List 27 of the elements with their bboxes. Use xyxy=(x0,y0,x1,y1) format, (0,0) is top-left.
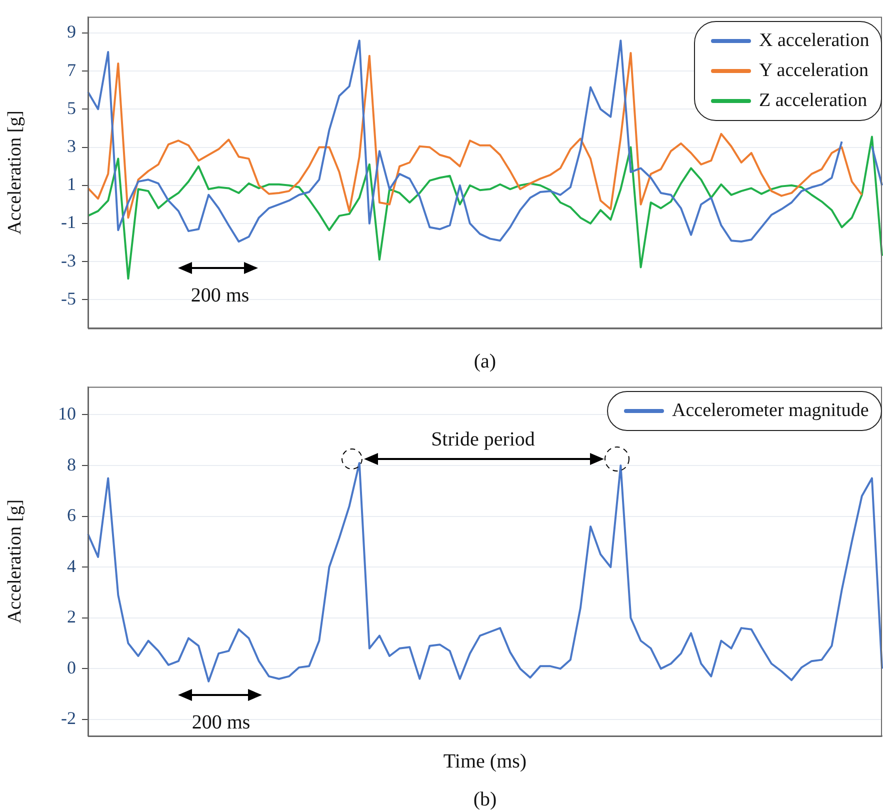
legend-label: X acceleration xyxy=(759,28,870,53)
y-tick-label: 8 xyxy=(67,454,76,474)
text: (b) xyxy=(473,788,497,812)
y-tick-label: 1 xyxy=(67,174,76,194)
y-tick-label: -5 xyxy=(61,288,76,308)
y-tick-label: 3 xyxy=(67,136,76,156)
y-tick-label: 2 xyxy=(67,606,76,627)
y-axis-title: Acceleration [g] xyxy=(4,499,26,624)
legend-label: Accelerometer magnitude xyxy=(672,398,869,423)
y-tick-label: -2 xyxy=(61,708,76,728)
y-tick-label: 4 xyxy=(67,556,76,576)
y-tick-label: 10 xyxy=(58,403,76,424)
y-axis-title: Acceleration [g] xyxy=(4,110,26,234)
y-tick-label: -1 xyxy=(61,212,76,232)
y-tick-label: 7 xyxy=(67,60,76,80)
legend-label: Z acceleration xyxy=(759,88,868,113)
y-tick-label: 0 xyxy=(67,657,76,678)
annotation: Stride period xyxy=(431,428,535,452)
x-axis-title: Time (ms) xyxy=(443,750,527,772)
annotation: 200 ms xyxy=(190,284,250,308)
y-tick-label: -3 xyxy=(61,250,76,270)
annotation: 200 ms xyxy=(192,712,250,734)
y-tick-label: 5 xyxy=(67,98,76,118)
legend-label: Y acceleration xyxy=(759,58,869,83)
y-tick-label: 6 xyxy=(67,505,76,526)
y-tick-label: 9 xyxy=(67,22,76,42)
text: (a) xyxy=(474,350,496,374)
